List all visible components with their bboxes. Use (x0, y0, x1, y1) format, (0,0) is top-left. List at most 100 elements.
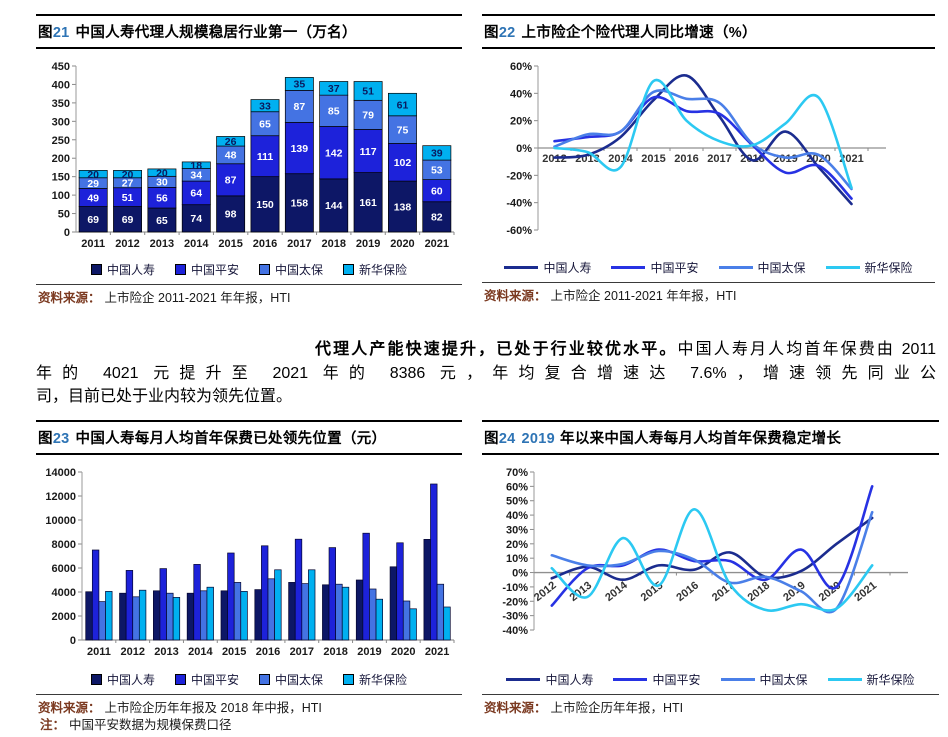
svg-text:20: 20 (156, 167, 168, 179)
legend-swatch (720, 677, 755, 681)
svg-text:2021: 2021 (852, 579, 879, 604)
svg-text:27: 27 (122, 178, 134, 190)
bar (119, 592, 127, 641)
svg-text:2012: 2012 (115, 238, 139, 250)
bar-segment (78, 170, 108, 179)
svg-text:2019: 2019 (356, 238, 380, 250)
svg-text:35: 35 (294, 79, 306, 91)
svg-text:102: 102 (394, 157, 412, 169)
svg-text:53: 53 (431, 165, 443, 177)
bar (193, 564, 201, 641)
bar (105, 591, 113, 641)
svg-text:0: 0 (70, 635, 76, 647)
svg-text:79: 79 (362, 110, 374, 122)
svg-text:2018: 2018 (746, 579, 773, 604)
svg-text:2020: 2020 (806, 153, 830, 165)
svg-text:4000: 4000 (52, 587, 76, 599)
legend-item: 中国平安 (611, 259, 699, 276)
bar-segment (353, 81, 383, 101)
bar-segment (388, 115, 417, 144)
svg-text:-20%: -20% (506, 170, 532, 182)
bar (274, 569, 282, 641)
source-text: 上市险企历年年报及 2018 年中报，HTI (104, 701, 322, 715)
figure-23-legend: 中国人寿 中国平安 中国太保 新华保险 (36, 668, 462, 690)
bar (159, 568, 167, 641)
bar (396, 542, 404, 641)
svg-text:2015: 2015 (641, 153, 665, 165)
svg-text:75: 75 (397, 124, 409, 136)
figure-21-stacked-bar-chart: 0 50 100 150 200 250 300 350 400 450 2011 2012 2013 2… (36, 58, 462, 256)
figure-24-legend: 中国人寿 中国平安 中国太保 新华保险 (482, 668, 939, 690)
figure-23-caption-char: 图 (38, 431, 53, 447)
svg-text:350: 350 (52, 98, 70, 110)
svg-text:50: 50 (58, 209, 70, 221)
svg-text:2016: 2016 (256, 646, 280, 658)
figure-23-caption: 图23 中国人寿每月人均首年保费已处领先位置（元） (36, 420, 462, 455)
svg-text:74: 74 (190, 213, 202, 225)
legend-swatch (611, 265, 646, 269)
svg-text:69: 69 (87, 214, 99, 226)
figure-23-source-line: 资料来源： 上市险企历年年报及 2018 年中报，HTI (38, 700, 460, 716)
svg-text:2018: 2018 (323, 646, 347, 658)
svg-text:2021: 2021 (425, 646, 449, 658)
figure-21-caption-char: 图 (38, 25, 53, 41)
svg-text:-20%: -20% (502, 596, 528, 608)
bar (443, 606, 451, 641)
figure-24-caption-char: 图 (484, 431, 499, 447)
legend-item: 新华保险 (343, 261, 407, 278)
svg-text:20: 20 (122, 169, 134, 181)
svg-text:40%: 40% (506, 510, 528, 522)
figure-23-grouped-bar-chart: 0 2000 4000 6000 8000 10000 12000 14000 2011 2012… (36, 464, 462, 666)
legend-swatch (90, 263, 102, 275)
svg-text:2017: 2017 (707, 153, 731, 165)
legend-swatch (259, 673, 270, 685)
figure-22-caption-number: 22 (498, 25, 516, 41)
paragraph-line-1-rest: 中国人寿月人均首年保费由 2011 (677, 341, 936, 358)
svg-text:14000: 14000 (45, 467, 76, 479)
legend-item: 中国平安 (174, 671, 239, 688)
legend-swatch (506, 677, 541, 681)
bar (125, 570, 134, 641)
bar (261, 545, 269, 641)
legend-swatch (259, 263, 270, 275)
series-line (553, 89, 853, 191)
svg-text:98: 98 (225, 209, 237, 221)
bar (328, 547, 336, 641)
bar-segment (284, 77, 314, 91)
bar (288, 582, 296, 641)
series-line (553, 78, 853, 189)
figure-23-caption-number: 23 (52, 431, 70, 447)
svg-text:40%: 40% (510, 88, 532, 100)
legend-label: 中国平安 (650, 260, 699, 275)
legend-swatch (825, 265, 860, 269)
svg-text:10000: 10000 (45, 515, 76, 527)
bar-segment (388, 143, 417, 182)
svg-text:-30%: -30% (502, 611, 528, 623)
bar (362, 532, 370, 641)
bar (227, 552, 235, 641)
svg-text:2016: 2016 (674, 579, 701, 604)
series-line (550, 510, 874, 614)
legend-item: 中国人寿 (90, 261, 155, 278)
svg-text:10%: 10% (506, 553, 528, 565)
figure-21-body: 0 50 100 150 200 250 300 350 400 450 2011 2012 2013 2… (36, 49, 462, 284)
bar (402, 600, 411, 641)
svg-text:87: 87 (294, 101, 306, 113)
bar (301, 583, 309, 641)
figure-22-source: 资料来源： 上市险企 2011-2021 年年报，HTI (482, 282, 935, 306)
figure-21-caption: 图21 中国人寿代理人规模稳居行业第一（万名） (36, 14, 462, 49)
svg-text:56: 56 (156, 192, 168, 204)
svg-text:65: 65 (156, 215, 168, 227)
svg-text:2019: 2019 (357, 646, 381, 658)
legend-label: 新华保险 (359, 262, 408, 277)
figure-21-source: 资料来源： 上市险企 2011-2021 年年报，HTI (36, 284, 462, 308)
svg-text:69: 69 (122, 214, 134, 226)
legend-label: 中国人寿 (106, 262, 155, 277)
bar (308, 569, 316, 641)
svg-text:51: 51 (362, 86, 374, 98)
svg-text:2015: 2015 (222, 646, 246, 658)
svg-text:65: 65 (259, 119, 271, 131)
legend-item: 中国太保 (718, 259, 806, 276)
bar-segment (216, 136, 246, 147)
